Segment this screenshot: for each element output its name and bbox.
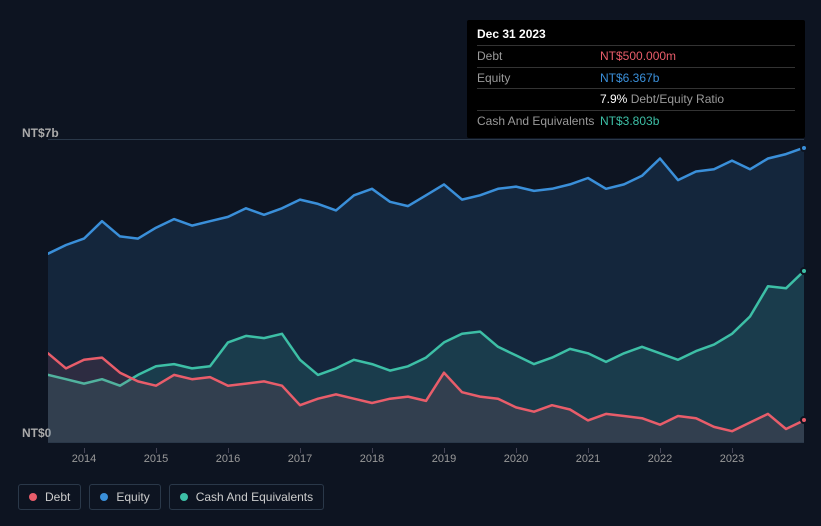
x-tick-label: 2019 <box>432 453 456 465</box>
tooltip-row: 7.9% Debt/Equity Ratio <box>477 88 795 110</box>
legend-label: Equity <box>116 490 149 504</box>
x-tick-label: 2023 <box>720 453 744 465</box>
series-end-marker-cash <box>800 267 808 275</box>
tooltip-value: NT$500.000m <box>600 48 676 65</box>
tooltip-row: Debt NT$500.000m <box>477 45 795 67</box>
tooltip-row: Cash And Equivalents NT$3.803b <box>477 110 795 132</box>
data-tooltip: Dec 31 2023 Debt NT$500.000m Equity NT$6… <box>467 20 805 138</box>
legend-dot-icon <box>100 493 108 501</box>
financial-chart <box>48 139 804 442</box>
gridline-bottom <box>48 442 804 443</box>
x-tick-label: 2016 <box>216 453 240 465</box>
chart-legend: Debt Equity Cash And Equivalents <box>18 484 324 510</box>
x-tick-label: 2015 <box>144 453 168 465</box>
legend-item-cash and equivalents[interactable]: Cash And Equivalents <box>169 484 324 510</box>
series-end-marker-debt <box>800 416 808 424</box>
x-tick-label: 2014 <box>72 453 96 465</box>
x-tick-label: 2018 <box>360 453 384 465</box>
series-end-marker-equity <box>800 144 808 152</box>
x-tick-label: 2022 <box>648 453 672 465</box>
x-tick-label: 2017 <box>288 453 312 465</box>
legend-label: Debt <box>45 490 70 504</box>
tooltip-row: Equity NT$6.367b <box>477 67 795 89</box>
x-axis: 2014 2015 2016 2017 2018 2019 2020 2021 2022 2023 <box>48 448 804 468</box>
tooltip-value: NT$3.803b <box>600 113 659 130</box>
y-axis-bottom-label: NT$0 <box>22 426 51 440</box>
tooltip-label: Cash And Equivalents <box>477 113 600 130</box>
x-tick-label: 2021 <box>576 453 600 465</box>
legend-dot-icon <box>29 493 37 501</box>
tooltip-label: Equity <box>477 70 600 87</box>
tooltip-value: 7.9% Debt/Equity Ratio <box>600 91 724 108</box>
y-axis-top-label: NT$7b <box>22 126 59 140</box>
legend-item-equity[interactable]: Equity <box>89 484 160 510</box>
tooltip-label <box>477 91 600 108</box>
legend-item-debt[interactable]: Debt <box>18 484 81 510</box>
tooltip-label: Debt <box>477 48 600 65</box>
tooltip-value: NT$6.367b <box>600 70 659 87</box>
x-tick-label: 2020 <box>504 453 528 465</box>
legend-dot-icon <box>180 493 188 501</box>
tooltip-date: Dec 31 2023 <box>477 26 795 43</box>
legend-label: Cash And Equivalents <box>196 490 313 504</box>
